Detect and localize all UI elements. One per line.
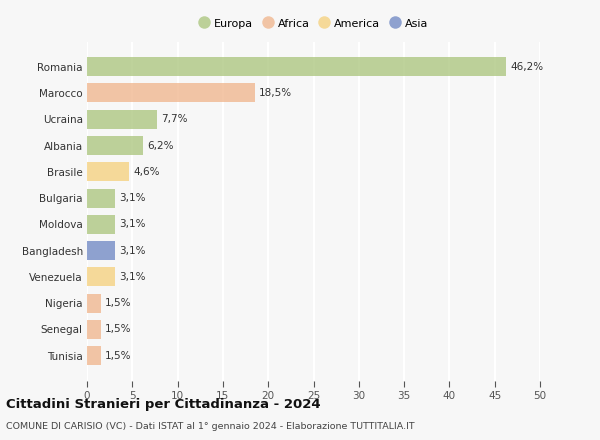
Text: 3,1%: 3,1% — [119, 246, 146, 256]
Bar — [87, 268, 115, 286]
Legend: Europa, Africa, America, Asia: Europa, Africa, America, Asia — [194, 14, 433, 33]
Bar — [87, 294, 101, 313]
Text: 7,7%: 7,7% — [161, 114, 188, 124]
Text: 6,2%: 6,2% — [148, 140, 174, 150]
Text: 4,6%: 4,6% — [133, 167, 160, 177]
Bar — [87, 320, 101, 339]
Bar — [87, 84, 254, 103]
Bar — [87, 189, 115, 208]
Bar — [87, 136, 143, 155]
Text: 1,5%: 1,5% — [105, 298, 131, 308]
Bar — [87, 346, 101, 365]
Text: COMUNE DI CARISIO (VC) - Dati ISTAT al 1° gennaio 2024 - Elaborazione TUTTITALIA: COMUNE DI CARISIO (VC) - Dati ISTAT al 1… — [6, 422, 415, 430]
Text: 3,1%: 3,1% — [119, 272, 146, 282]
Bar — [87, 162, 128, 181]
Text: 1,5%: 1,5% — [105, 351, 131, 361]
Text: 46,2%: 46,2% — [510, 62, 543, 72]
Text: 3,1%: 3,1% — [119, 193, 146, 203]
Text: 1,5%: 1,5% — [105, 324, 131, 334]
Text: Cittadini Stranieri per Cittadinanza - 2024: Cittadini Stranieri per Cittadinanza - 2… — [6, 398, 320, 411]
Bar — [87, 57, 506, 76]
Text: 18,5%: 18,5% — [259, 88, 292, 98]
Text: 3,1%: 3,1% — [119, 219, 146, 229]
Bar — [87, 241, 115, 260]
Bar — [87, 110, 157, 128]
Bar — [87, 215, 115, 234]
